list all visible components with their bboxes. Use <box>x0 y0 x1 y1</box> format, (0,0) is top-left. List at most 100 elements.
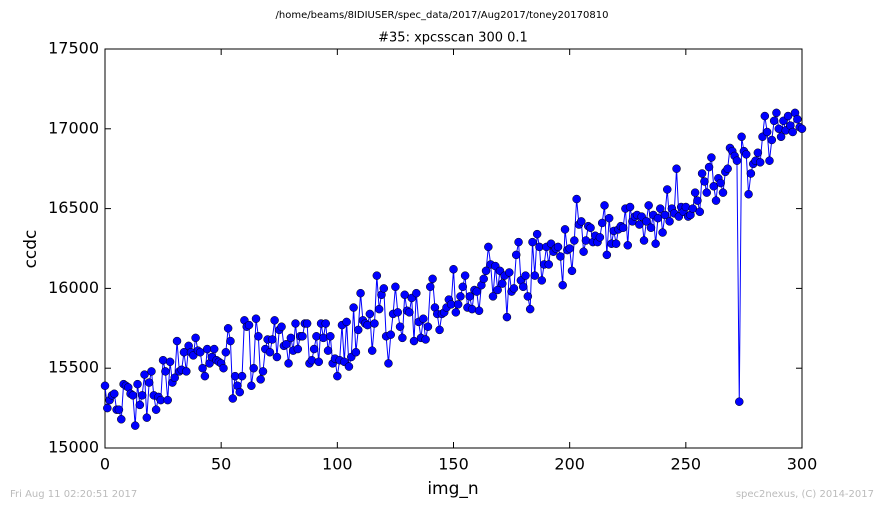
x-axis-label: img_n <box>427 479 478 499</box>
data-point <box>502 312 512 322</box>
data-point <box>737 132 746 142</box>
data-point <box>144 378 154 387</box>
header: /home/beams/8IDIUSER/spec_data/2017/Aug2… <box>276 10 609 21</box>
data-point <box>642 217 651 226</box>
data-point <box>365 309 375 319</box>
data-point <box>367 346 377 355</box>
data-point <box>505 268 514 277</box>
data-point <box>435 325 444 335</box>
data-point <box>481 266 491 276</box>
data-point <box>237 371 247 381</box>
data-point <box>384 359 393 368</box>
data-point <box>163 395 172 405</box>
data-point <box>151 405 161 414</box>
data-point <box>460 271 470 280</box>
data-point <box>451 308 461 317</box>
data-point <box>100 381 110 391</box>
data-point <box>309 344 319 354</box>
data-point <box>760 111 770 121</box>
data-point <box>518 282 528 292</box>
data-point <box>172 336 182 346</box>
data-point <box>165 357 175 367</box>
data-point <box>265 347 275 357</box>
data-point <box>326 332 335 341</box>
data-point <box>421 335 430 344</box>
data-point <box>268 335 277 344</box>
data-point <box>323 346 333 355</box>
data-point <box>400 290 409 300</box>
data-point <box>356 288 365 298</box>
data-point <box>572 194 581 204</box>
data-point <box>137 391 147 400</box>
data-point <box>221 347 231 357</box>
data-point <box>665 217 674 226</box>
data-point <box>681 202 691 212</box>
data-point <box>597 218 607 228</box>
data-point <box>423 322 433 331</box>
data-point <box>560 225 570 234</box>
data-point <box>718 188 728 197</box>
data-point <box>133 379 142 389</box>
data-point <box>114 405 124 414</box>
data-point <box>391 282 400 292</box>
data-point <box>765 156 774 165</box>
data-point <box>258 367 268 376</box>
x-tick-label: 100 <box>322 455 353 474</box>
data-point <box>511 250 521 260</box>
data-point <box>293 344 303 354</box>
data-point <box>567 266 577 276</box>
data-point <box>272 352 282 362</box>
data-point <box>479 274 488 284</box>
footer-right: spec2nexus, (C) 2014-2017 <box>736 489 874 500</box>
x-tick-label: 300 <box>787 455 818 474</box>
data-point <box>395 322 405 331</box>
data-point <box>419 314 428 323</box>
data-point <box>646 223 656 233</box>
data-point <box>488 292 498 301</box>
data-point <box>449 264 458 274</box>
data-point <box>755 158 765 167</box>
data-point <box>405 308 414 317</box>
data-point <box>467 304 477 314</box>
data-point <box>556 252 565 261</box>
data-point <box>762 127 772 137</box>
data-point <box>544 260 554 269</box>
data-point <box>553 242 563 252</box>
data-point <box>170 373 179 383</box>
data-point <box>744 189 753 199</box>
data-point <box>128 391 138 400</box>
data-point <box>656 204 665 213</box>
data-point <box>251 314 261 323</box>
data-point <box>409 336 419 346</box>
data-point <box>256 375 265 384</box>
data-point <box>532 229 542 239</box>
data-point <box>525 304 535 314</box>
data-point <box>291 319 300 328</box>
data-point <box>223 324 233 333</box>
data-point <box>651 239 660 248</box>
plot-frame <box>104 48 803 449</box>
data-point <box>793 114 802 124</box>
x-tick-label: 50 <box>211 455 231 474</box>
data-point <box>700 177 709 186</box>
data-point <box>398 333 407 343</box>
data-point <box>746 169 756 178</box>
data-point <box>117 415 126 424</box>
data-point <box>514 237 523 247</box>
data-point <box>130 421 140 430</box>
data-point <box>709 182 718 191</box>
data-point <box>349 303 358 312</box>
data-point <box>579 247 588 256</box>
data-point <box>704 162 714 172</box>
data-point <box>577 217 586 226</box>
data-point <box>662 185 672 194</box>
data-point <box>228 394 238 403</box>
data-point <box>498 279 507 288</box>
data-point <box>363 320 372 330</box>
data-point <box>618 223 628 233</box>
x-tick-label: 0 <box>100 455 110 474</box>
data-point <box>509 284 519 293</box>
data-point <box>474 306 484 315</box>
data-point <box>600 201 609 210</box>
